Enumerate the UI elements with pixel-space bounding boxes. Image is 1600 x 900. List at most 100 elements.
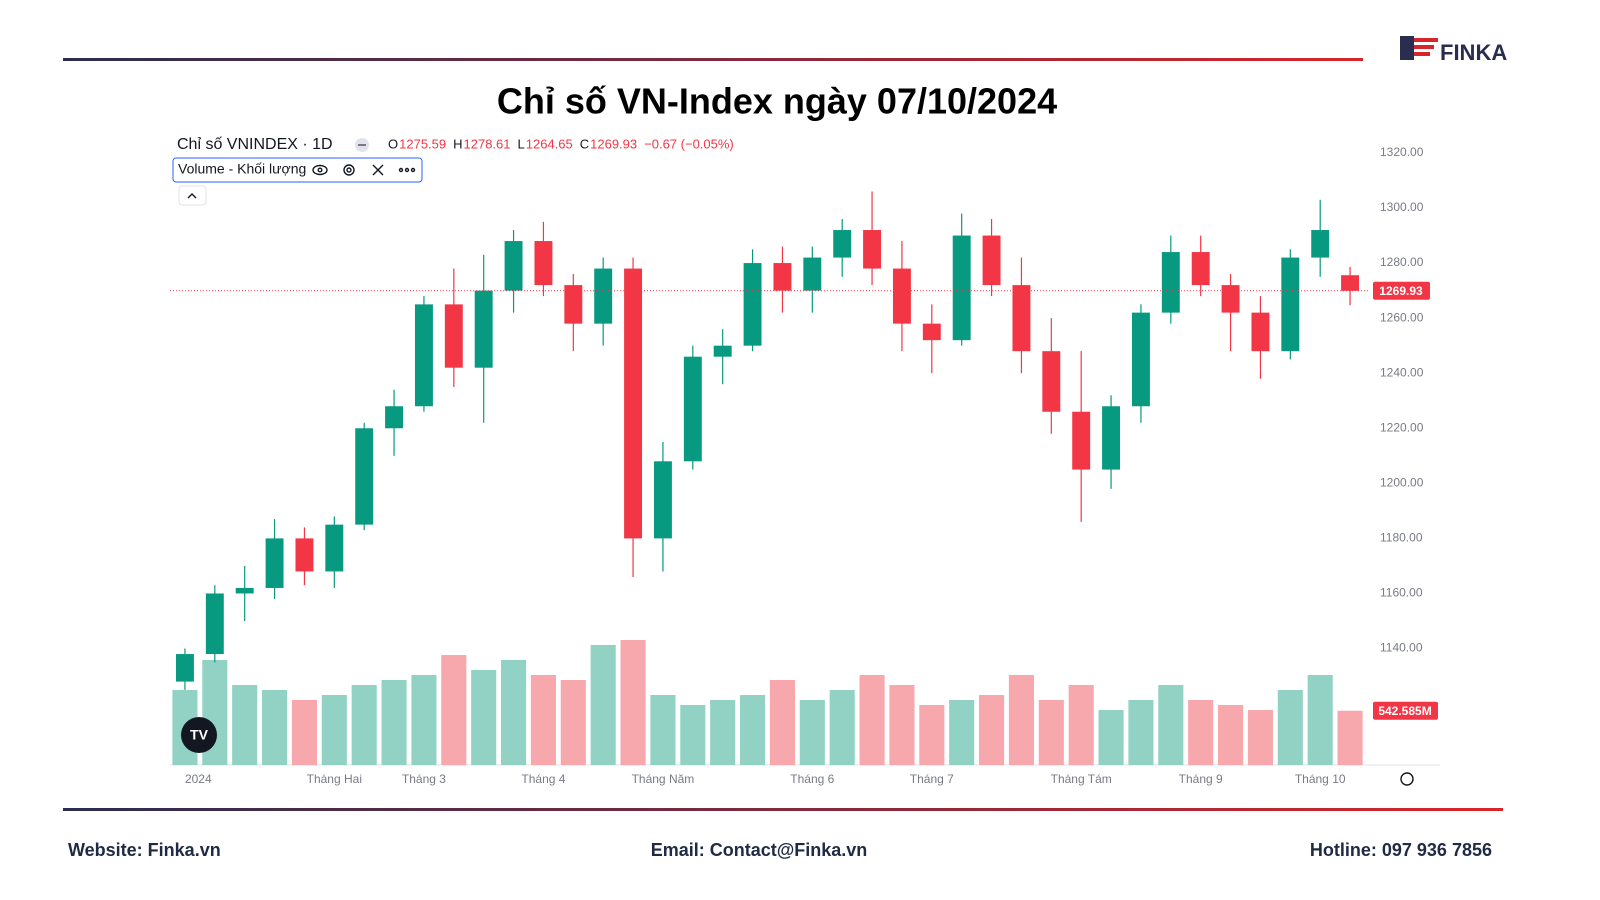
candle-body xyxy=(1191,252,1210,286)
candle-body xyxy=(1042,351,1061,412)
candle-body xyxy=(713,345,732,357)
candle-body xyxy=(414,304,433,407)
y-tick-label: 1300.00 xyxy=(1380,200,1424,214)
x-tick-label: Tháng 6 xyxy=(790,772,834,786)
candle-body xyxy=(922,323,941,341)
last-price-tag xyxy=(1373,281,1430,300)
volume-bar xyxy=(1128,700,1154,765)
volume-bar xyxy=(979,695,1005,765)
candle-body xyxy=(863,230,882,269)
candle-body xyxy=(1012,285,1031,352)
ohlc-value: 1275.59 xyxy=(399,136,446,151)
volume-bar xyxy=(1008,675,1034,765)
indicator-name: Volume - Khối lượng xyxy=(178,161,306,177)
volume-bar xyxy=(351,685,377,765)
volume-bar xyxy=(321,695,347,765)
y-tick-label: 1160.00 xyxy=(1380,586,1423,600)
ohlc-value: 1264.65 xyxy=(526,136,573,151)
candle-body xyxy=(444,304,463,368)
volume-bar xyxy=(1337,710,1363,765)
collapse-button[interactable] xyxy=(178,185,207,206)
volume-bar xyxy=(1038,700,1064,765)
x-tick-label: Tháng 4 xyxy=(521,772,565,786)
candle-body xyxy=(265,538,284,588)
ohlc-legend: O 1275.59 H 1278.61 L 1264.65 C 1269.93 −0.67 (−… xyxy=(388,136,734,151)
volume-bar xyxy=(650,695,676,765)
candle-body xyxy=(1161,252,1180,313)
volume-bar xyxy=(232,685,258,765)
candle-body xyxy=(803,257,822,291)
candle-body xyxy=(1221,285,1240,313)
y-tick-label: 1200.00 xyxy=(1380,476,1424,490)
ohlc-key: L xyxy=(518,136,525,151)
candle-body xyxy=(355,428,374,525)
candle-body xyxy=(504,241,523,291)
candle-body xyxy=(833,230,852,258)
indicator-icons xyxy=(312,164,416,176)
candle-body xyxy=(1072,411,1091,470)
volume-bar xyxy=(1098,710,1124,765)
candle-body xyxy=(624,268,643,539)
x-tick-label: Tháng 10 xyxy=(1295,772,1346,786)
volume-bar xyxy=(1277,690,1303,765)
tv-logo-mark: TV xyxy=(190,727,209,743)
candle-body xyxy=(295,538,314,572)
y-tick-label: 1320.00 xyxy=(1380,145,1424,159)
ohlc-value: 1278.61 xyxy=(464,136,511,151)
candle-body xyxy=(205,593,224,655)
candle-body xyxy=(1311,230,1330,258)
y-tick-label: 1240.00 xyxy=(1380,365,1424,379)
volume-bar xyxy=(799,700,825,765)
symbol-title: Chỉ số VNINDEX · 1D xyxy=(177,136,333,153)
x-tick-label: Tháng Tám xyxy=(1051,772,1112,786)
candle-body xyxy=(1131,312,1150,407)
volume-bar xyxy=(1218,705,1244,765)
x-tick-label: Tháng 3 xyxy=(402,772,446,786)
candle-body xyxy=(653,461,672,539)
volume-bar xyxy=(1188,700,1214,765)
volume-bar xyxy=(441,655,467,765)
volume-bar xyxy=(530,675,556,765)
plot: 1140.00 1160.00 1180.00 1200.00 1220.00 1240.… xyxy=(170,145,1438,786)
x-tick-label: Tháng Hai xyxy=(307,772,362,786)
candle-body xyxy=(683,356,702,462)
settings-icon[interactable] xyxy=(1400,772,1414,786)
volume-bar xyxy=(560,680,586,765)
candle-body xyxy=(385,406,404,429)
candle-body xyxy=(892,268,911,324)
x-tick-label: 2024 xyxy=(185,772,212,786)
volume-bar xyxy=(949,700,975,765)
x-tick-label: Tháng 7 xyxy=(910,772,954,786)
tv-logo[interactable] xyxy=(181,717,217,753)
volume-bar xyxy=(411,675,437,765)
volume-bar xyxy=(501,660,527,765)
logo-text: FINKA xyxy=(1440,40,1507,65)
volume-bar xyxy=(919,705,945,765)
y-tick-label: 1140.00 xyxy=(1380,641,1423,655)
footer-hotline: Hotline: 097 936 7856 xyxy=(1310,840,1492,860)
volume-label: 542.585M xyxy=(1378,704,1431,718)
indicator-pill[interactable] xyxy=(172,157,423,183)
ohlc-key: C xyxy=(580,136,589,151)
volume-bar xyxy=(889,685,915,765)
candle-body xyxy=(175,654,194,682)
volume-bar xyxy=(1307,675,1333,765)
candle-body xyxy=(982,235,1001,286)
ohlc-value: 1269.93 xyxy=(590,136,637,151)
candle-body xyxy=(564,285,583,324)
candle-body xyxy=(594,268,613,324)
volume-bar xyxy=(1247,710,1273,765)
candle-body xyxy=(474,290,493,368)
volume-bar xyxy=(471,670,497,765)
volume-bar xyxy=(859,675,885,765)
volume-bar xyxy=(262,690,288,765)
top-rule xyxy=(63,58,1363,61)
volume-bar xyxy=(381,680,407,765)
y-tick-label: 1260.00 xyxy=(1380,310,1424,324)
candle-body xyxy=(773,263,792,291)
x-tick-label: Tháng 9 xyxy=(1179,772,1223,786)
y-tick-label: 1280.00 xyxy=(1380,255,1424,269)
last-price-label: 1269.93 xyxy=(1379,284,1423,298)
